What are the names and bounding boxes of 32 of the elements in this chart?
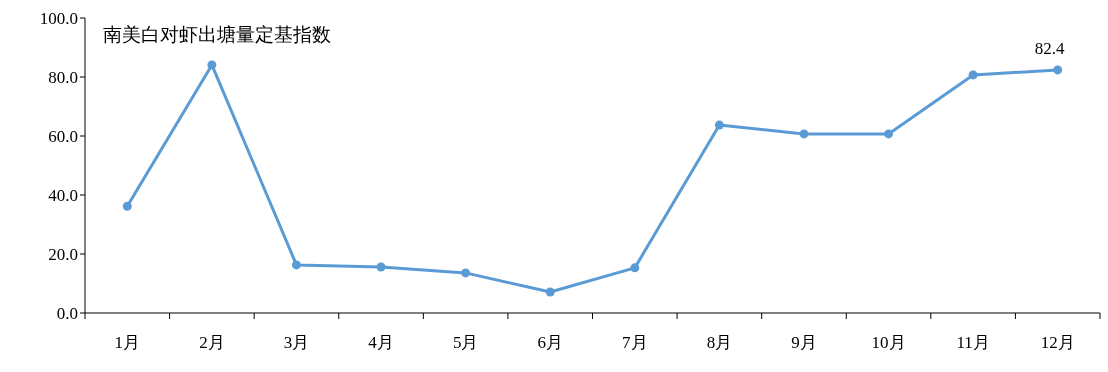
point	[884, 129, 894, 139]
y-tick-label: 60.0	[48, 127, 78, 146]
point	[291, 260, 301, 270]
x-tick-label: 10月	[871, 333, 906, 352]
point	[968, 70, 978, 80]
point	[461, 268, 471, 278]
y-tick-label: 100.0	[39, 9, 78, 28]
x-tick-label: 1月	[114, 333, 141, 352]
x-tick-label: 12月	[1040, 333, 1075, 352]
y-tick-label: 40.0	[48, 186, 78, 205]
point	[376, 262, 386, 272]
y-tick-label: 80.0	[48, 68, 78, 87]
x-tick-label: 5月	[452, 333, 479, 352]
x-tick-label: 2月	[199, 333, 225, 352]
chart-title: 南美白对虾出塘量定基指数	[103, 24, 331, 45]
x-tick-label: 7月	[622, 333, 648, 352]
x-tick-label: 3月	[283, 333, 310, 352]
x-tick-label: 8月	[706, 333, 733, 352]
x-tick-label: 9月	[791, 333, 817, 352]
point	[1053, 65, 1063, 75]
point	[714, 120, 724, 130]
x-tick-label: 4月	[368, 333, 394, 352]
point	[122, 201, 132, 211]
point	[207, 60, 217, 70]
y-tick-label: 0.0	[56, 304, 78, 323]
x-tick-label: 11月	[956, 333, 990, 352]
data-label: 82.4	[1034, 38, 1066, 58]
y-tick-label: 20.0	[48, 245, 78, 264]
point	[545, 287, 555, 297]
point	[630, 263, 640, 273]
point	[799, 129, 809, 139]
x-tick-label: 6月	[537, 333, 563, 352]
